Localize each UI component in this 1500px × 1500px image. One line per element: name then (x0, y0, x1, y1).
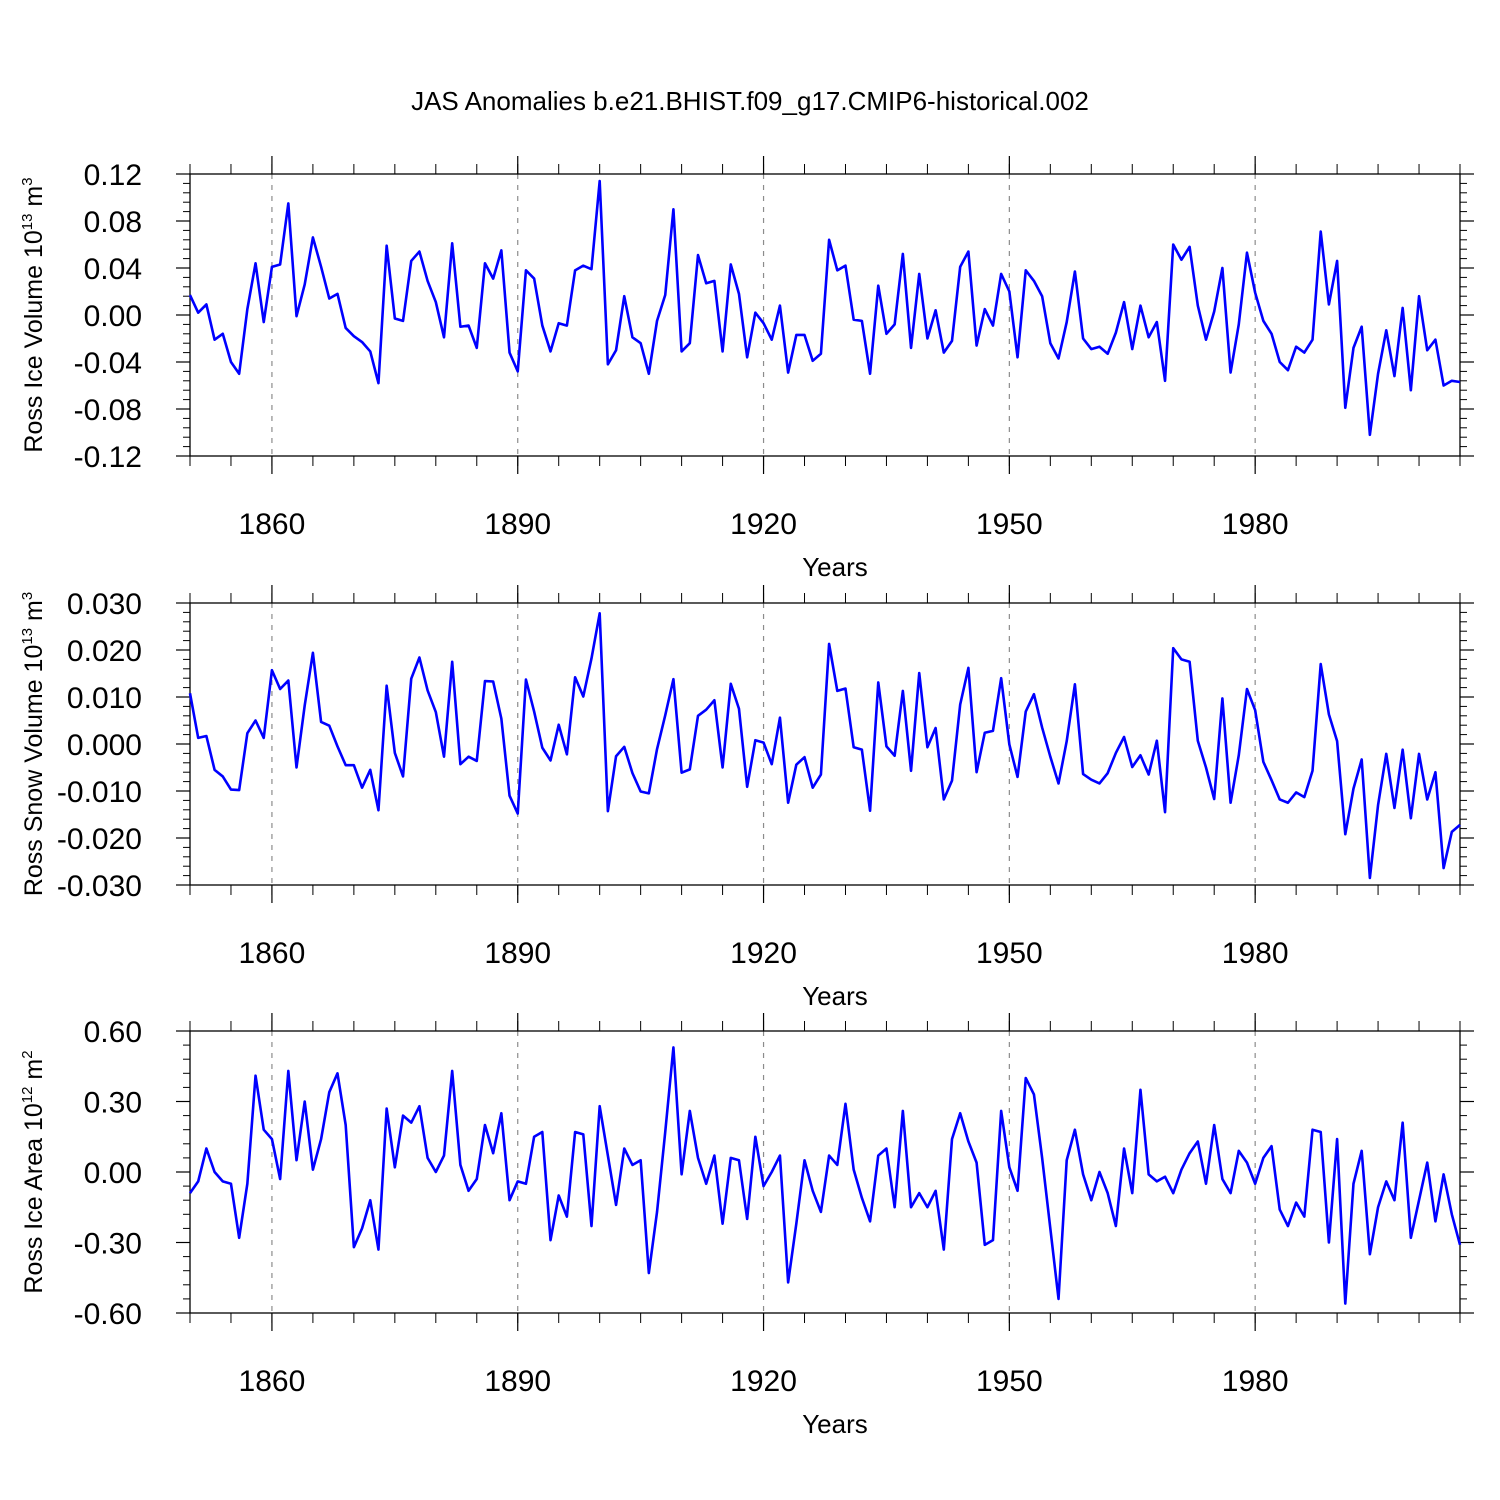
ice-volume-y-tick-label: 0.08 (84, 206, 142, 239)
snow-volume-y-tick-label: 0.030 (67, 588, 142, 621)
ice-volume-y-tick-label: -0.12 (74, 441, 142, 474)
figure-title: JAS Anomalies b.e21.BHIST.f09_g17.CMIP6-… (411, 86, 1089, 116)
snow-volume-x-tick-label: 1920 (730, 937, 797, 970)
ice-area-x-tick-label: 1860 (239, 1365, 306, 1398)
ice-volume-y-tick-label: 0.04 (84, 253, 142, 286)
ice-volume-plot-frame (189, 173, 1461, 457)
ice-volume-x-tick-label: 1950 (976, 508, 1043, 541)
snow-volume-y-axis-label: Ross Snow Volume 1013 m3 (19, 592, 48, 896)
snow-volume-x-tick-label: 1890 (484, 937, 551, 970)
ice-area-y-tick-label: -0.60 (74, 1298, 142, 1331)
snow-volume-x-tick-label: 1860 (239, 937, 306, 970)
ross-ice-area-panel: -0.60 -0.30 0.00 0.30 0.60 1860 1890 1920 1950 19… (19, 1013, 1474, 1439)
ice-area-y-tick-label: 0.60 (84, 1016, 142, 1049)
ice-volume-x-axis-label: Years (802, 552, 868, 582)
ross-ice-volume-panel: -0.12 -0.08 -0.04 0.00 0.04 0.08 0.12 1860 1890 1… (19, 156, 1474, 582)
snow-volume-y-tick-label: -0.030 (57, 870, 142, 903)
ice-volume-y-tick-label: -0.08 (74, 394, 142, 427)
snow-volume-x-axis-label: Years (802, 981, 868, 1011)
ice-volume-x-tick-label: 1920 (730, 508, 797, 541)
snow-volume-x-tick-label: 1980 (1222, 937, 1289, 970)
ice-area-y-tick-label: 0.00 (84, 1157, 142, 1190)
snow-volume-y-tick-label: 0.020 (67, 635, 142, 668)
ice-volume-y-tick-label: 0.12 (84, 159, 142, 192)
ice-area-x-axis-label: Years (802, 1409, 868, 1439)
ice-volume-y-tick-label: -0.04 (74, 347, 142, 380)
ice-area-y-tick-label: 0.30 (84, 1087, 142, 1120)
snow-volume-x-tick-label: 1950 (976, 937, 1043, 970)
ice-volume-x-tick-label: 1890 (484, 508, 551, 541)
snow-volume-y-tick-label: 0.010 (67, 682, 142, 715)
ice-volume-y-tick-label: 0.00 (84, 300, 142, 333)
ice-area-x-tick-label: 1950 (976, 1365, 1043, 1398)
ice-volume-y-axis-label: Ross Ice Volume 1013 m3 (19, 177, 48, 452)
snow-volume-plot-frame (189, 602, 1461, 886)
ice-volume-x-tick-label: 1980 (1222, 508, 1289, 541)
snow-volume-y-tick-label: -0.010 (57, 776, 142, 809)
ice-area-x-tick-label: 1920 (730, 1365, 797, 1398)
ice-area-plot-frame (189, 1030, 1461, 1314)
snow-volume-series-line-0 (188, 612, 1461, 880)
ice-area-y-tick-label: -0.30 (74, 1228, 142, 1261)
snow-volume-y-tick-label: 0.000 (67, 729, 142, 762)
ice-area-series-line-0 (188, 1046, 1462, 1305)
snow-volume-y-tick-label: -0.020 (57, 823, 142, 856)
ice-area-x-tick-label: 1980 (1222, 1365, 1289, 1398)
ross-snow-volume-panel: -0.030 -0.020 -0.010 0.000 0.010 0.020 0.030 18… (19, 585, 1474, 1011)
ice-area-x-tick-label: 1890 (484, 1365, 551, 1398)
ice-volume-x-tick-label: 1860 (239, 508, 306, 541)
ice-area-y-axis-label: Ross Ice Area 1012 m2 (19, 1050, 48, 1293)
ice-volume-series-line-0 (188, 179, 1461, 437)
